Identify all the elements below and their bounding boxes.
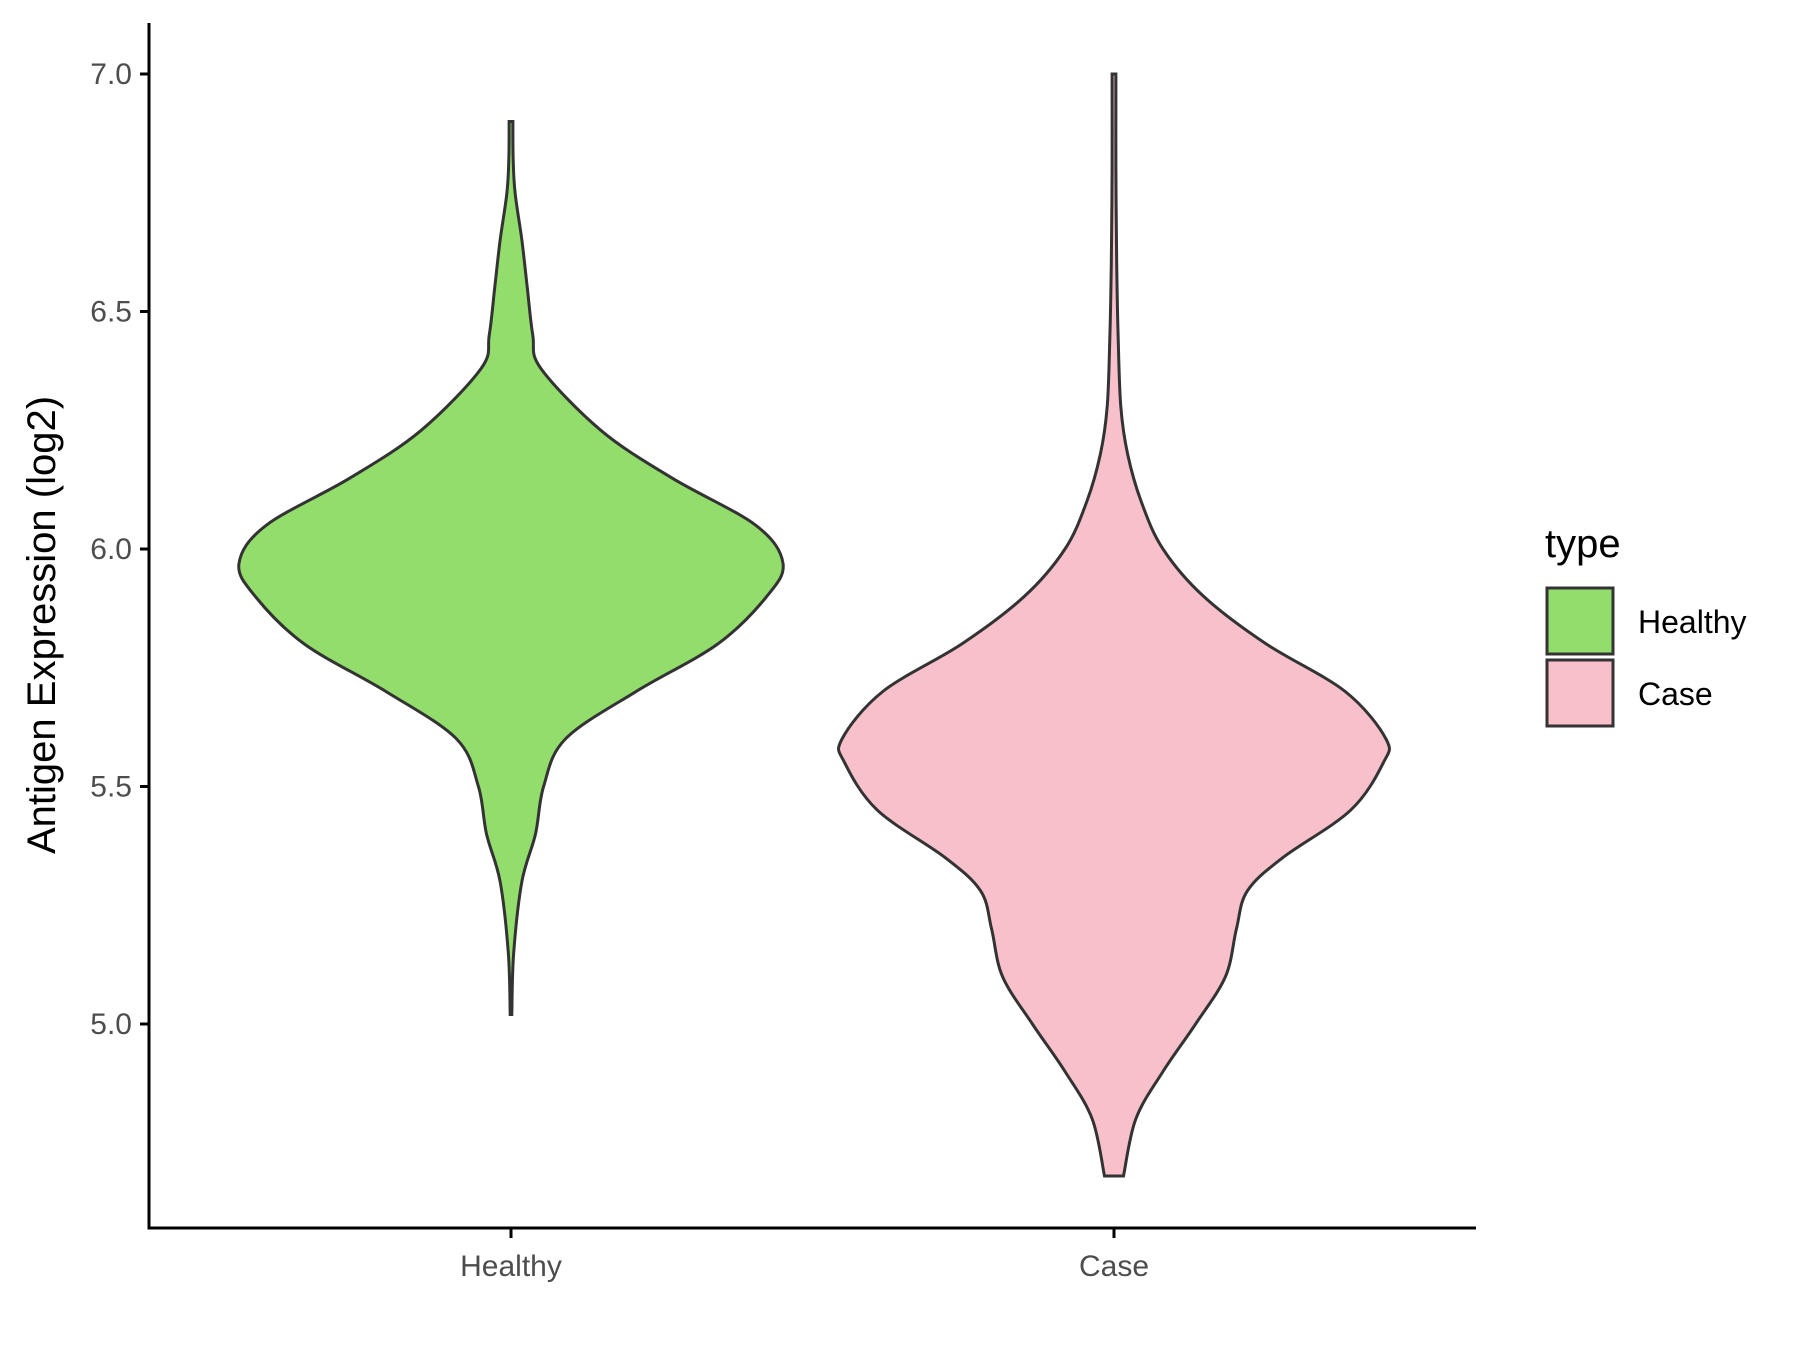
legend-key-healthy (1545, 586, 1615, 656)
violins-layer (237, 72, 1391, 1178)
violin-healthy (237, 120, 785, 1016)
y-tick-label: 5.5 (90, 771, 132, 804)
legend: type Healthy Case (1545, 522, 1747, 728)
legend-label-healthy: Healthy (1638, 604, 1747, 640)
y-tick-label: 6.5 (90, 296, 132, 329)
legend-title: type (1545, 522, 1621, 566)
y-tick-label: 6.0 (90, 533, 132, 566)
y-ticks-layer: 5.0 5.5 6.0 6.5 7.0 (90, 58, 149, 1041)
y-axis-title: Antigen Expression (log2) (20, 396, 64, 854)
legend-key-case (1545, 658, 1615, 728)
y-tick-label: 5.0 (90, 1008, 132, 1041)
violin-case (837, 72, 1391, 1178)
y-tick-label: 7.0 (90, 58, 132, 91)
legend-label-case: Case (1638, 676, 1713, 712)
legend-items: Healthy Case (1545, 586, 1747, 728)
x-ticks-layer: Healthy Case (460, 1228, 1149, 1283)
x-tick-label: Healthy (460, 1250, 562, 1283)
axes-layer (147, 23, 1476, 1230)
x-tick-label: Case (1079, 1250, 1149, 1283)
